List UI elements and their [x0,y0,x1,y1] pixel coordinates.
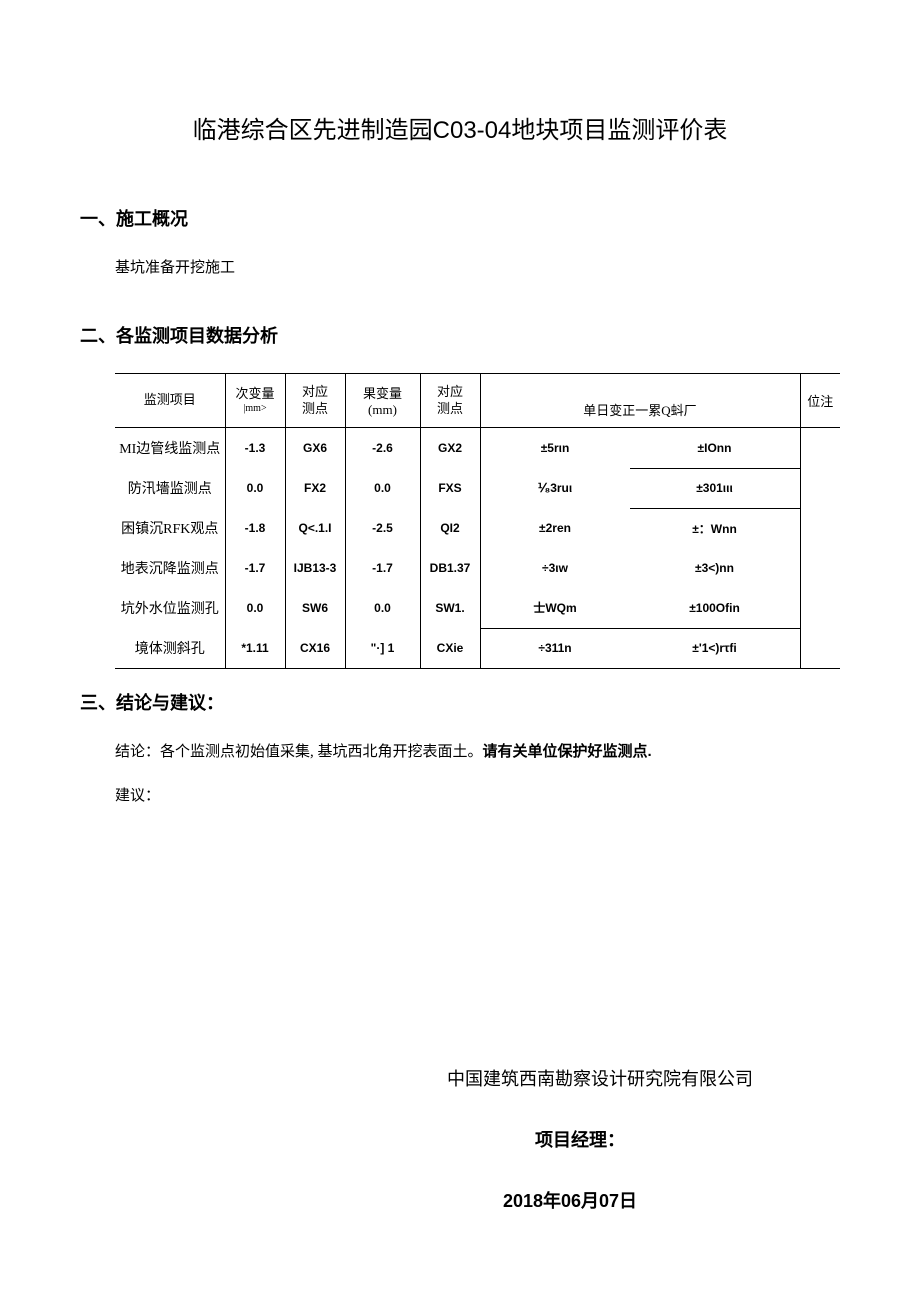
table-cell [800,508,840,548]
th-col1: 次变量 |mm> [225,374,285,428]
table-cell: 坑外水位监测孔 [115,588,225,628]
conclusion-line: 结论：各个监测点初始值采集, 基坑西北角开挖表面土。请有关单位保护好监测点. [115,740,840,764]
section2-heading: 二、各监测项目数据分析 [80,322,840,348]
table-cell: SW1. [420,588,480,628]
table-cell: ±'1<)rτfi [630,628,800,669]
table-body: MI边管线监测点-1.3GX6-2.6GX2±5rιn±IOnn防汛墻监测点0.… [115,428,840,669]
table-row: 境体测斜孔*1.11CX16"·] 1CXie÷311n±'1<)rτfi [115,628,840,669]
table-cell: ±2ren [480,508,630,548]
th-col56: 单日变正一累Q蚪厂 [480,374,800,428]
table-cell: 0.0 [225,468,285,508]
table-row: 地表沉降监测点-1.7IJB13-3-1.7DB1.37÷3ιw±3<)nn [115,548,840,588]
table-row: 困镇沉RFK观点-1.8Q<.1.I-2.5QI2±2ren±：Wnn [115,508,840,548]
footer: 中国建筑西南勘察设计研究院有限公司 项目经理： 2018年06月07日 [80,1065,840,1213]
table-cell: 境体测斜孔 [115,628,225,669]
table-cell: ±100Ofin [630,588,800,628]
document-title: 临港综合区先进制造园C03-04地块项目监测评价表 [80,110,840,145]
table-cell: CXie [420,628,480,669]
table-cell: MI边管线监测点 [115,428,225,469]
monitoring-table: 监测项目 次变量 |mm> 对应 测点 果变量(mm) 对应 测点 [115,373,840,669]
data-table-wrap: 监测项目 次变量 |mm> 对应 测点 果变量(mm) 对应 测点 [115,373,840,669]
table-cell: DB1.37 [420,548,480,588]
conclusion-text: 各个监测点初始值采集, 基坑西北角开挖表面土。 [160,744,483,760]
th-col1-sub: |mm> [230,402,281,415]
table-cell [800,468,840,508]
table-cell: CX16 [285,628,345,669]
table-row: MI边管线监测点-1.3GX6-2.6GX2±5rιn±IOnn [115,428,840,469]
company-name: 中国建筑西南勘察设计研究院有限公司 [360,1065,840,1091]
table-cell: 0.0 [225,588,285,628]
table-cell: 0.0 [345,468,420,508]
table-cell [800,628,840,669]
table-cell: -2.6 [345,428,420,469]
table-cell: ±IOnn [630,428,800,469]
table-cell: 0.0 [345,588,420,628]
table-cell: ±：Wnn [630,508,800,548]
table-cell [800,588,840,628]
conclusion-label: 结论： [115,744,160,760]
document-page: 临港综合区先进制造园C03-04地块项目监测评价表 一、施工概况 基坑准备开挖施… [0,0,920,1273]
table-cell: 防汛墻监测点 [115,468,225,508]
table-cell: ±5rιn [480,428,630,469]
table-cell: FXS [420,468,480,508]
th-col2: 对应 测点 [285,374,345,428]
table-cell: ⅟₈3ruι [480,468,630,508]
date: 2018年06月07日 [300,1187,840,1213]
conclusion-bold: 请有关单位保护好监测点. [483,743,652,760]
table-cell: Q<.1.I [285,508,345,548]
table-cell: 地表沉降监测点 [115,548,225,588]
table-cell: ±3<)nn [630,548,800,588]
table-cell: *1.11 [225,628,285,669]
table-cell: -1.8 [225,508,285,548]
table-cell: "·] 1 [345,628,420,669]
section1-text: 基坑准备开挖施工 [115,256,840,277]
th-col4-top: 对应 [425,384,476,401]
th-col7: 位注 [800,374,840,428]
table-cell: SW6 [285,588,345,628]
table-cell [800,428,840,469]
th-col2-bot: 测点 [290,401,341,418]
table-cell: ±301ιιι [630,468,800,508]
table-cell: GX6 [285,428,345,469]
table-row: 坑外水位监测孔0.0SW60.0SW1.士WQm±100Ofin [115,588,840,628]
th-col4: 对应 测点 [420,374,480,428]
table-cell: -2.5 [345,508,420,548]
th-col3: 果变量(mm) [345,374,420,428]
table-cell: 士WQm [480,588,630,628]
table-cell: FX2 [285,468,345,508]
suggest-line: 建议： [115,784,840,805]
table-cell: IJB13-3 [285,548,345,588]
th-col2-top: 对应 [290,384,341,401]
table-cell: ÷3ιw [480,548,630,588]
table-cell: -1.3 [225,428,285,469]
th-project: 监测项目 [115,374,225,428]
table-cell: 困镇沉RFK观点 [115,508,225,548]
table-cell: QI2 [420,508,480,548]
table-cell [800,548,840,588]
project-manager: 项目经理： [320,1126,840,1152]
table-cell: GX2 [420,428,480,469]
table-cell: -1.7 [345,548,420,588]
th-col1-top: 次变量 [230,386,281,403]
table-row: 防汛墻监测点0.0FX20.0FXS⅟₈3ruι±301ιιι [115,468,840,508]
section3-heading: 三、结论与建议： [80,689,840,715]
section1-heading: 一、施工概况 [80,205,840,231]
table-cell: -1.7 [225,548,285,588]
table-cell: ÷311n [480,628,630,669]
th-col4-bot: 测点 [425,401,476,418]
